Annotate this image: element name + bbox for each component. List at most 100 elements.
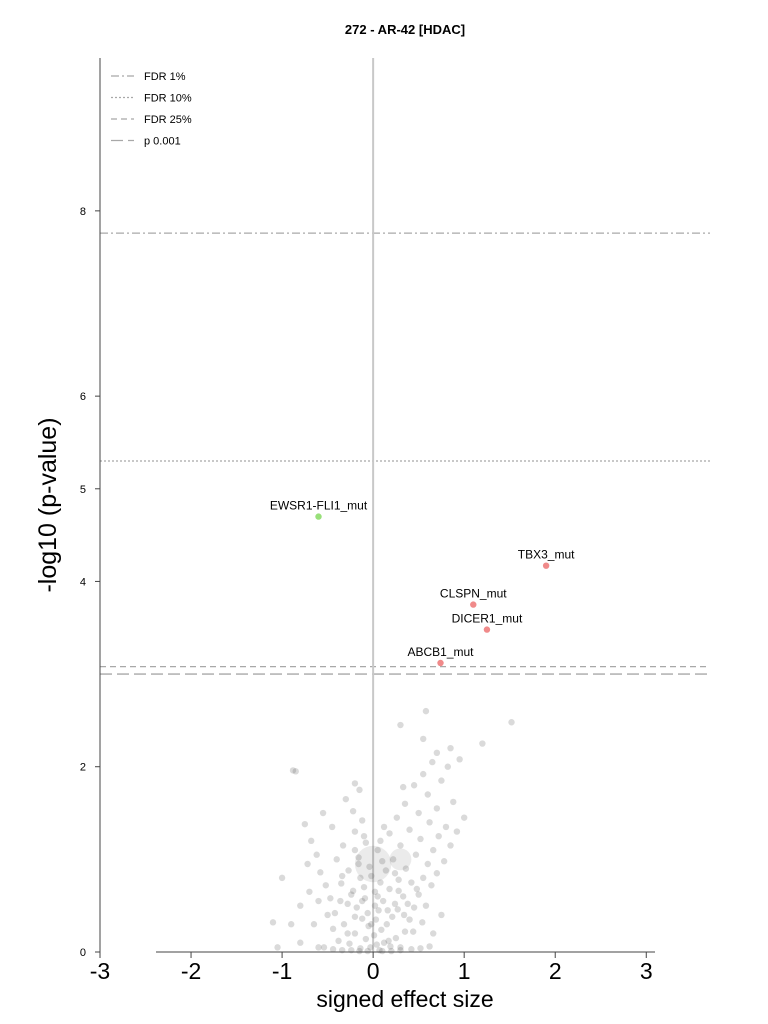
background-point bbox=[395, 887, 402, 895]
background-point bbox=[289, 767, 297, 774]
background-point bbox=[460, 814, 468, 821]
background-point bbox=[401, 928, 409, 935]
background-point bbox=[348, 891, 355, 898]
y-tick-label-4: 6 bbox=[80, 391, 86, 403]
background-point bbox=[371, 888, 379, 895]
background-point bbox=[389, 913, 396, 920]
background-point bbox=[384, 907, 391, 914]
background-point bbox=[383, 921, 390, 928]
background-point bbox=[351, 930, 359, 937]
threshold-lines bbox=[100, 232, 710, 675]
labeled-point-3 bbox=[483, 626, 491, 633]
x-tick-label-5: 2 bbox=[549, 958, 562, 984]
y-tick-label-0: 0 bbox=[80, 947, 86, 959]
background-point bbox=[406, 826, 413, 833]
background-point bbox=[415, 809, 422, 817]
background-point bbox=[429, 758, 436, 766]
background-point bbox=[417, 835, 424, 843]
background-point bbox=[428, 882, 435, 889]
background-point bbox=[368, 921, 375, 928]
background-point bbox=[308, 837, 315, 845]
background-point bbox=[344, 900, 351, 908]
background-point bbox=[450, 798, 457, 806]
background-point bbox=[387, 943, 394, 950]
background-point bbox=[351, 780, 359, 787]
background-point bbox=[344, 930, 351, 937]
background-point bbox=[373, 941, 380, 948]
background-point bbox=[410, 782, 418, 789]
background-point bbox=[364, 909, 371, 917]
background-point bbox=[340, 921, 348, 928]
background-point bbox=[297, 939, 304, 946]
background-point bbox=[365, 922, 372, 930]
background-point bbox=[393, 814, 401, 821]
x-tick-label-3: 0 bbox=[367, 958, 380, 984]
background-point bbox=[408, 879, 415, 886]
background-point bbox=[374, 893, 381, 900]
background-point bbox=[397, 721, 404, 729]
background-point bbox=[386, 885, 393, 893]
background-point bbox=[274, 944, 281, 951]
background-point bbox=[479, 740, 486, 747]
background-point bbox=[349, 807, 357, 815]
background-point bbox=[329, 946, 337, 953]
background-point bbox=[420, 735, 427, 743]
background-point bbox=[406, 916, 413, 923]
x-tick-label-2: -1 bbox=[272, 958, 292, 984]
background-point bbox=[412, 851, 420, 858]
background-point bbox=[388, 947, 395, 955]
x-tick-label-0: -3 bbox=[90, 958, 110, 984]
background-point bbox=[331, 909, 339, 917]
background-point bbox=[364, 947, 371, 955]
y-tick-label-5: 8 bbox=[80, 206, 86, 218]
background-point bbox=[508, 719, 515, 726]
y-tick-label-3: 5 bbox=[80, 484, 86, 496]
background-point bbox=[304, 860, 311, 868]
y-ticks: 0 2 4 5 6 8 bbox=[80, 206, 100, 959]
background-point bbox=[433, 870, 441, 877]
background-point bbox=[424, 860, 431, 868]
background-point bbox=[444, 763, 451, 770]
background-point bbox=[355, 854, 362, 861]
background-point bbox=[338, 880, 345, 887]
background-point bbox=[359, 897, 366, 905]
background-point bbox=[306, 888, 313, 895]
background-point bbox=[430, 930, 437, 937]
x-tick-label-6: 3 bbox=[640, 958, 653, 984]
background-point bbox=[360, 832, 368, 840]
x-ticks: -3 -2 -1 0 1 2 3 bbox=[90, 952, 653, 984]
background-point bbox=[447, 842, 454, 849]
labeled-point-4 bbox=[437, 659, 444, 667]
background-point bbox=[322, 882, 329, 889]
background-point bbox=[368, 872, 375, 880]
legend-label-2: FDR 25% bbox=[144, 114, 192, 126]
background-point bbox=[351, 913, 359, 920]
background-points bbox=[269, 707, 515, 955]
background-point bbox=[297, 902, 304, 909]
labeled-point-2 bbox=[470, 601, 477, 608]
background-point bbox=[419, 919, 426, 926]
background-point bbox=[375, 907, 382, 914]
density-blob-0 bbox=[354, 845, 392, 883]
background-point bbox=[410, 904, 418, 911]
background-point bbox=[397, 842, 404, 849]
background-point bbox=[351, 828, 359, 835]
background-point bbox=[320, 944, 328, 951]
background-point bbox=[401, 800, 409, 807]
background-point bbox=[399, 783, 407, 791]
background-point bbox=[391, 870, 399, 877]
background-point bbox=[438, 777, 445, 784]
background-point bbox=[379, 897, 387, 905]
background-point bbox=[356, 786, 363, 794]
chart-title: 272 - AR-42 [HDAC] bbox=[345, 22, 465, 37]
point-label-3: DICER1_mut bbox=[452, 612, 523, 626]
legend-label-0: FDR 1% bbox=[144, 71, 186, 83]
y-tick-label-1: 2 bbox=[80, 762, 86, 774]
point-label-2: CLSPN_mut bbox=[440, 587, 507, 601]
background-point bbox=[353, 904, 360, 911]
background-point bbox=[357, 945, 364, 952]
background-point bbox=[389, 856, 397, 863]
background-point bbox=[357, 874, 364, 882]
background-point bbox=[310, 921, 318, 928]
